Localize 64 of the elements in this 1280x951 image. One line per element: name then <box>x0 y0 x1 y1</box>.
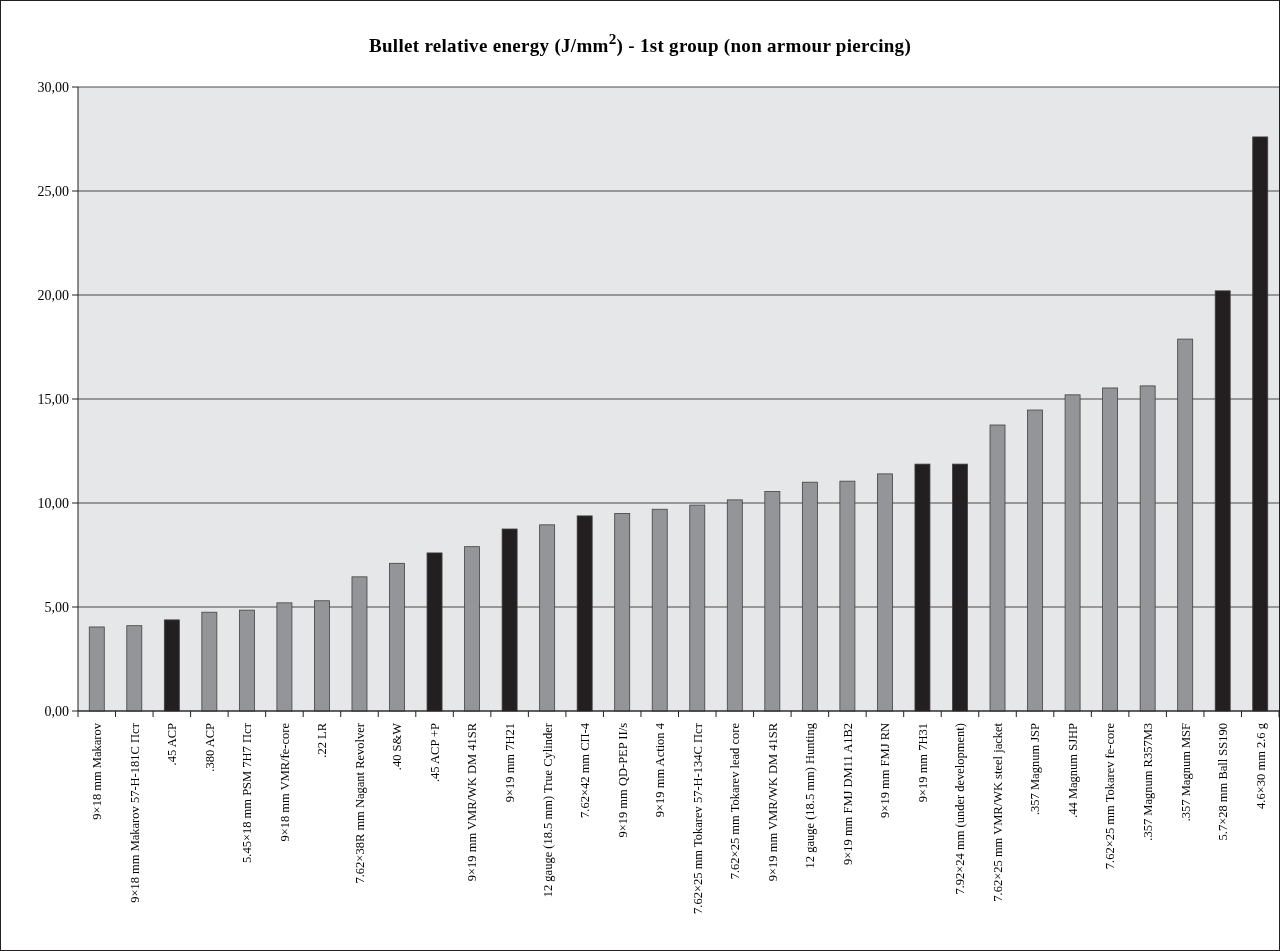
y-tick-label: 0,00 <box>44 703 69 719</box>
bar <box>839 480 856 712</box>
bar <box>1064 394 1081 712</box>
bar <box>1139 385 1156 712</box>
bar <box>201 611 218 712</box>
y-tick-label: 10,00 <box>37 495 69 511</box>
bar <box>351 576 368 712</box>
x-tick-label: 9×19 mm FMJ DM11 A1B2 <box>840 723 855 866</box>
bar <box>238 609 255 712</box>
bar <box>877 473 893 712</box>
y-tick-label: 15,00 <box>37 391 69 407</box>
y-tick-label: 25,00 <box>37 183 69 199</box>
x-tick-label: 12 gauge (18.5 mm) True Cylinder <box>540 722 555 898</box>
bar <box>314 600 330 712</box>
x-tick-label: .357 Magnum JSP <box>1028 722 1043 816</box>
x-tick-label: 9×19 mm VMR/WK DM 41SR <box>465 722 480 882</box>
x-tick-label: 9×19 mm Action 4 <box>653 722 668 818</box>
y-tick-label: 30,00 <box>37 79 69 95</box>
x-tick-label: 7.62×25 mm Tokarev lead core <box>728 722 743 880</box>
x-tick-label: 5.7×28 mm Ball SS190 <box>1216 723 1231 841</box>
x-tick-label: 5.45×18 mm PSM 7Н7 Пст <box>240 722 255 863</box>
x-tick-label: .22 LR <box>315 722 330 758</box>
bar <box>801 481 818 712</box>
bar <box>276 602 293 712</box>
bar <box>726 499 743 712</box>
bar <box>1177 338 1194 712</box>
x-tick-label: .45 ACP <box>165 722 180 766</box>
x-tick-label: .40 S&W <box>390 722 405 771</box>
x-tick-label: 9×18 mm VMR/fe-core <box>277 722 292 842</box>
bar <box>1027 409 1043 712</box>
chart-title: Bullet relative energy (J/mm$^{2}$) - 1st group (non armour piercing) <box>368 29 912 57</box>
y-tick-label: 20,00 <box>37 287 69 303</box>
x-tick-label: 9×18 mm Makarov 57-Н-181С Пст <box>127 722 142 903</box>
y-tick-label: 5,00 <box>44 599 69 615</box>
bar <box>539 524 556 712</box>
x-tick-label: 7.62×42 mm СП-4 <box>578 722 593 818</box>
x-tick-label: 9×19 mm FMJ RN <box>878 723 893 818</box>
bar <box>88 626 105 712</box>
bar <box>651 508 668 712</box>
x-tick-label: .44 Magnum SJHP <box>1065 722 1080 818</box>
x-tick-label: .45 ACP +P <box>427 722 442 783</box>
x-tick-label: 4.6×30 mm 2.6 g <box>1253 722 1268 809</box>
x-tick-label: 9×19 mm VMR/WK DM 41SR <box>765 722 780 882</box>
x-tick-label: 12 gauge (18.5 mm) Hunting <box>803 722 818 869</box>
x-tick-label: 9×18 mm Makarov <box>90 722 105 820</box>
x-tick-label: 7.92×24 mm (under development) <box>953 723 968 895</box>
bar <box>1102 387 1119 712</box>
x-tick-label: 7.62×25 mm Tokarev 57-Н-134С Пст <box>690 722 705 914</box>
bar <box>989 424 1006 712</box>
x-tick-label: .357 Magnum R357M3 <box>1141 723 1156 841</box>
x-tick-label: .357 Magnum MSF <box>1178 722 1193 822</box>
x-tick-label: 7.62×25 mm Tokarev fe-core <box>1103 722 1118 870</box>
bar <box>389 562 405 712</box>
x-tick-label: 7.62×38R mm Nagant Revolver <box>352 722 367 884</box>
bar <box>764 491 781 712</box>
bar <box>614 513 631 712</box>
bar <box>464 546 480 712</box>
x-tick-label: 9×19 mm 7Н31 <box>915 723 930 803</box>
bar <box>126 625 143 712</box>
x-tick-label: .380 ACP <box>202 722 217 772</box>
x-tick-label: 9×19 mm 7Н21 <box>502 723 517 803</box>
x-tick-label: 9×19 mm QD-PEP II/s <box>615 722 630 838</box>
bar <box>689 504 706 712</box>
x-tick-label: 7.62×25 mm VMR/WK steel jacket <box>990 722 1005 902</box>
